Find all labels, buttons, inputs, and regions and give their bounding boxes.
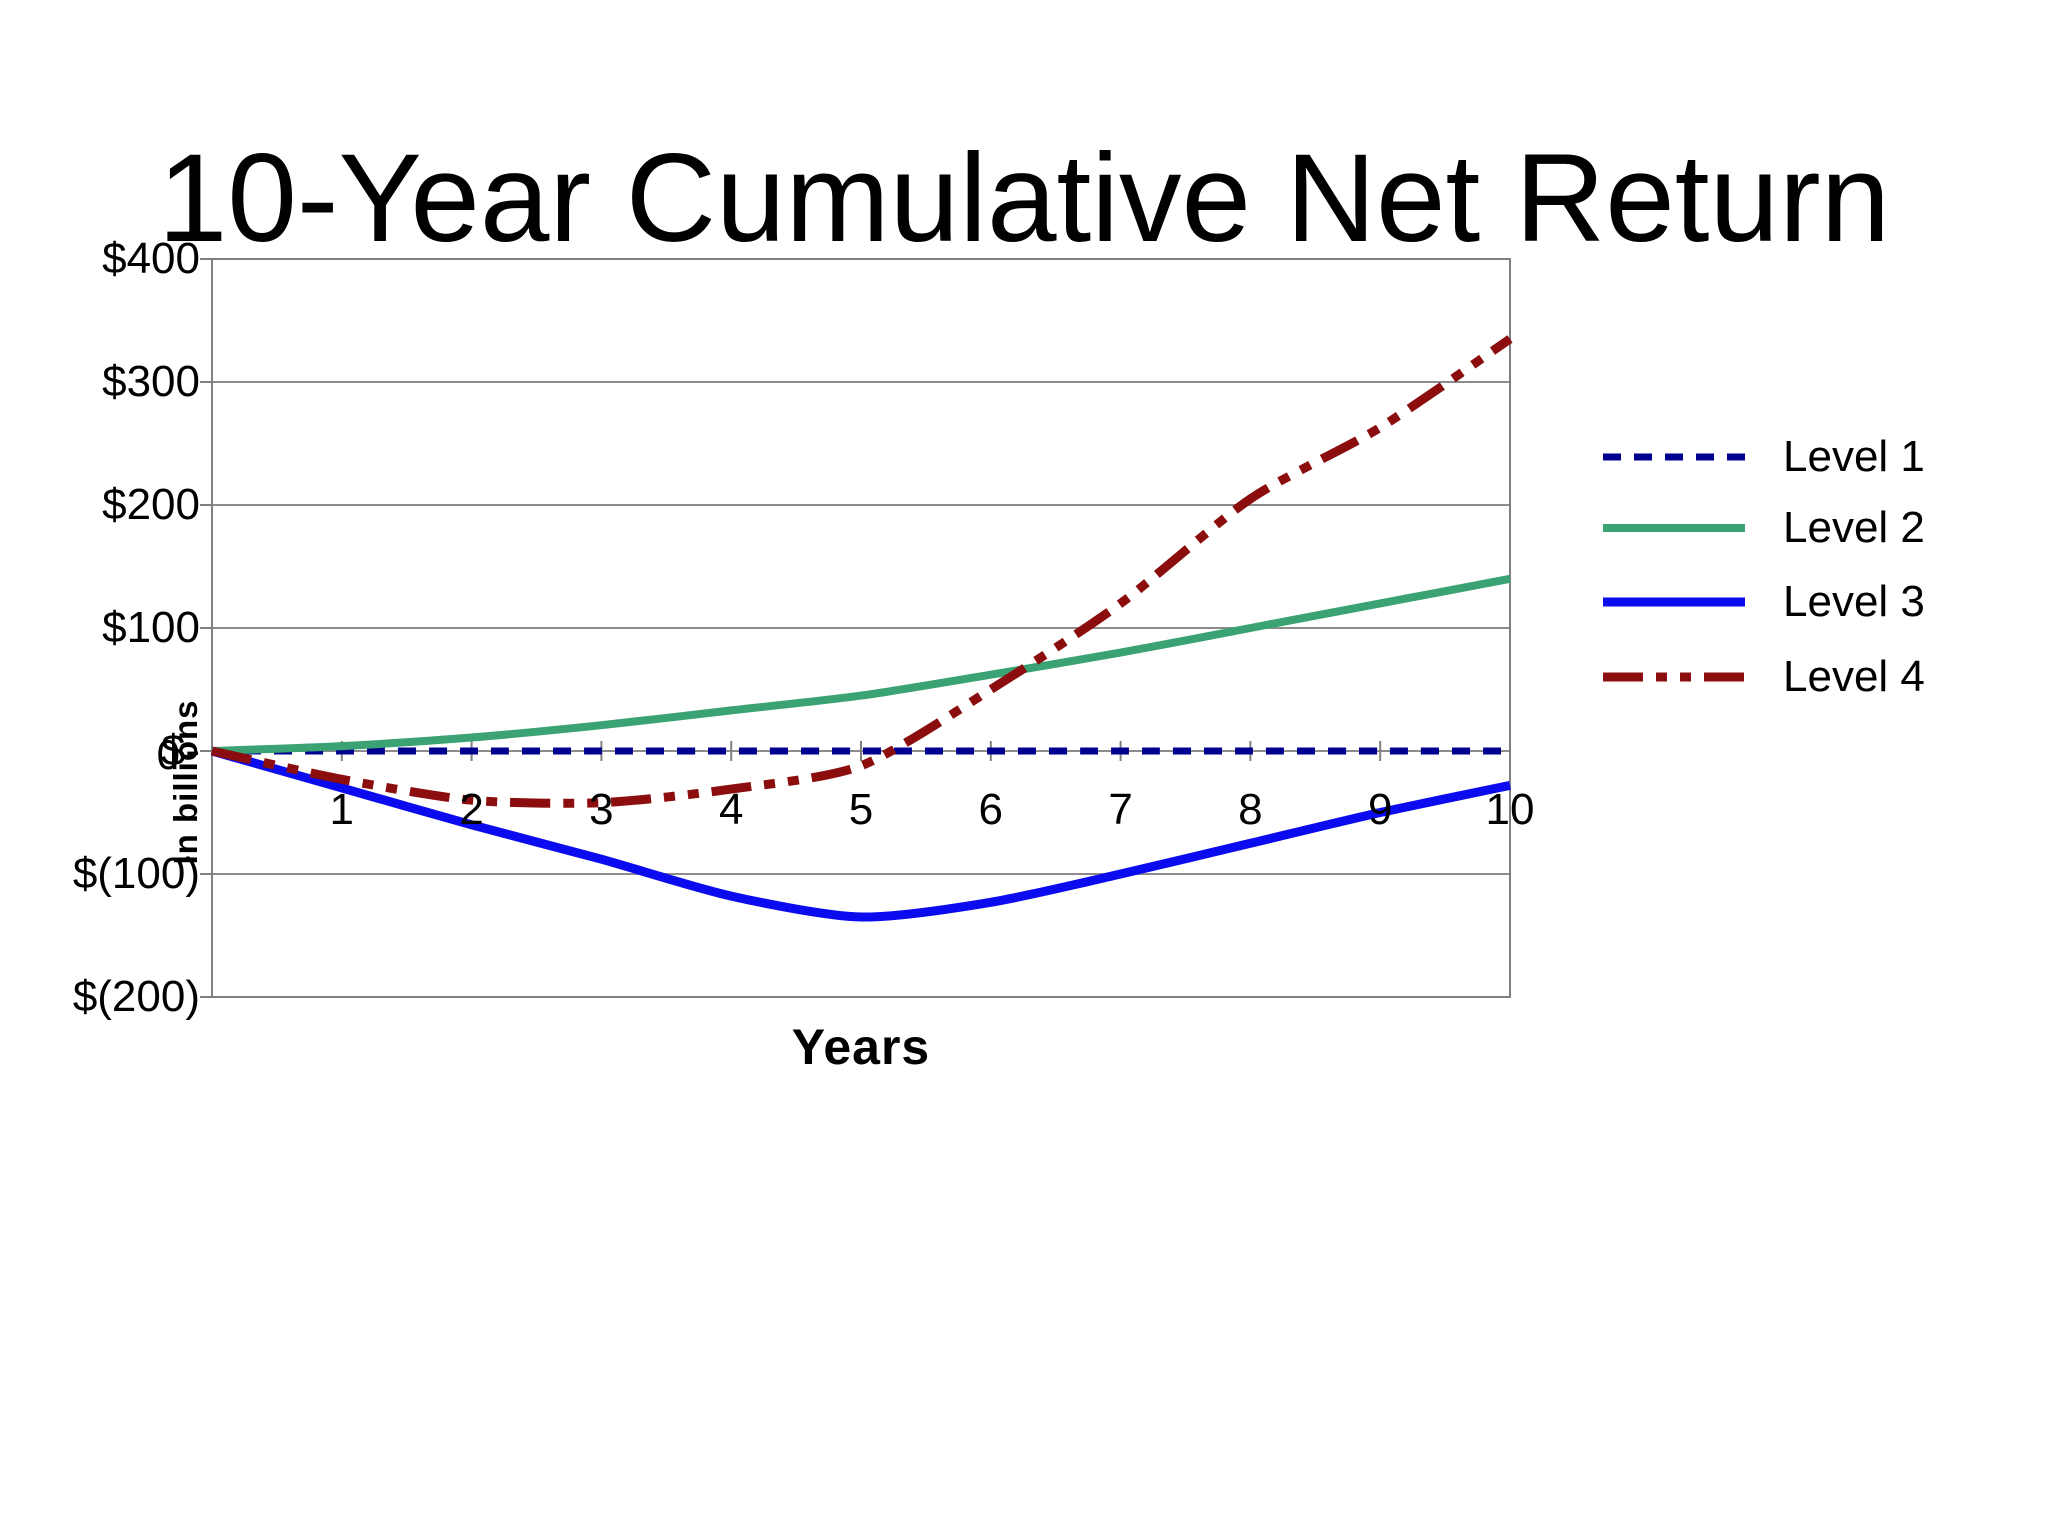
x-tick-label-1: 1 — [329, 785, 355, 834]
x-tick-label-7: 7 — [1108, 785, 1133, 834]
y-tick-label-100: $100 — [102, 603, 200, 652]
legend-label-level-1: Level 1 — [1783, 432, 1925, 481]
y-tick-label--200: $(200) — [72, 972, 200, 1021]
x-tick-label-4: 4 — [718, 785, 744, 834]
x-tick-label-10: 10 — [1485, 785, 1535, 834]
y-tick-label-200: $200 — [102, 480, 200, 529]
legend-label-level-3: Level 3 — [1783, 577, 1925, 626]
series-line-level-4 — [211, 335, 1513, 808]
x-tick-label-6: 6 — [978, 785, 1004, 834]
x-tick-label-2: 2 — [459, 785, 484, 834]
x-tick-label-9: 9 — [1367, 785, 1393, 834]
x-tick-label-3: 3 — [589, 785, 614, 834]
y-tick-label--100: $(100) — [72, 849, 200, 898]
y-tick-label-300: $300 — [102, 357, 200, 406]
series-line-level-3 — [210, 746, 1511, 922]
chart-title: 10-Year Cumulative Net Return — [157, 129, 1891, 268]
x-axis-origin-label: 0 — [156, 731, 180, 778]
x-tick-label-5: 5 — [848, 785, 874, 834]
plot-border — [211, 258, 1511, 998]
legend-label-level-4: Level 4 — [1783, 652, 1925, 701]
y-tick-label-0: $- — [160, 726, 200, 775]
x-tick-label-8: 8 — [1238, 785, 1263, 834]
x-axis-title: Years — [791, 1019, 931, 1075]
series-line-level-2 — [211, 574, 1511, 755]
y-tick-label-400: $400 — [102, 234, 200, 283]
y-axis-title: In billions — [167, 699, 204, 865]
legend-label-level-2: Level 2 — [1783, 503, 1925, 552]
